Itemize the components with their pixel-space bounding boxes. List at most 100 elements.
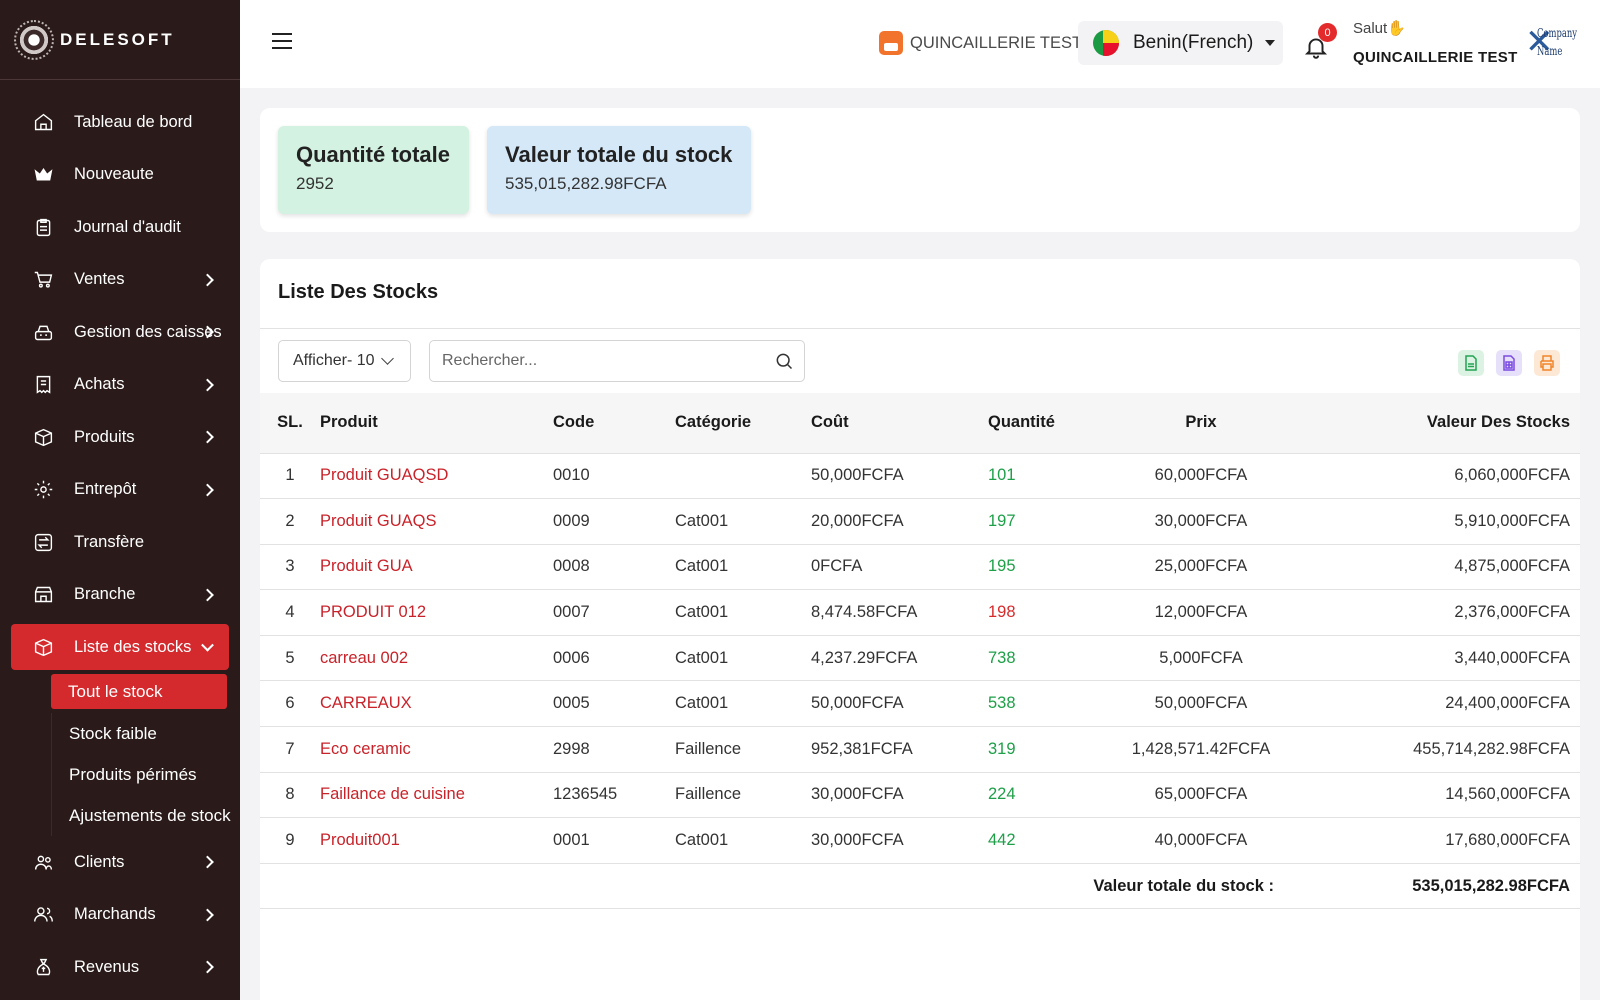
cell-product-link[interactable]: Faillance de cuisine: [320, 772, 553, 819]
chevron-down-icon: [201, 638, 214, 652]
cell-product-link[interactable]: carreau 002: [320, 635, 553, 682]
cash-register-icon: [32, 321, 54, 343]
sidebar-item-journal-d-audit[interactable]: Journal d'audit: [0, 201, 240, 254]
cell-product-link[interactable]: Eco ceramic: [320, 726, 553, 773]
username[interactable]: QUINCAILLERIE TEST: [1353, 49, 1518, 66]
cell-category: [675, 453, 811, 500]
cell-product-link[interactable]: PRODUIT 012: [320, 589, 553, 636]
chevron-right-icon: [201, 483, 214, 497]
cell-category: Faillence: [675, 772, 811, 819]
submenu-item[interactable]: Tout le stock: [51, 674, 227, 709]
sidebar-item-clients[interactable]: Clients: [0, 836, 240, 889]
cell-product-link[interactable]: Produit001: [320, 817, 553, 864]
sidebar-item-label: Gestion des caisses: [74, 322, 222, 341]
chevron-right-icon: [201, 378, 214, 392]
export-excel-button[interactable]: [1496, 350, 1522, 376]
home-icon: [32, 111, 54, 133]
table-total-row: Valeur totale du stock : 535,015,282.98F…: [260, 863, 1580, 910]
cell-cost: 50,000FCFA: [811, 680, 988, 728]
search-icon[interactable]: [774, 351, 794, 371]
sidebar-item-label: Liste des stocks: [74, 637, 192, 656]
sidebar-item-label: Produits: [74, 427, 135, 446]
cell-category: Cat001: [675, 817, 811, 864]
sidebar-item-label: Clients: [74, 852, 125, 871]
sidebar-item-gestion-des-caisses[interactable]: Gestion des caisses: [0, 306, 240, 359]
col-price[interactable]: Prix: [1108, 393, 1294, 454]
menu-toggle-icon[interactable]: [272, 33, 292, 49]
sidebar-item-liste-des-stocks[interactable]: Liste des stocks: [11, 624, 229, 670]
cell-price: 5,000FCFA: [1108, 635, 1294, 682]
table-row: 3 Produit GUA 0008 Cat001 0FCFA 195 25,000FCFA…: [260, 544, 1580, 591]
col-code[interactable]: Code: [553, 393, 675, 454]
col-cost[interactable]: Coût: [811, 393, 988, 454]
chevron-down-icon: [380, 352, 394, 365]
cell-quantity: 319: [988, 726, 1108, 773]
print-button[interactable]: [1534, 350, 1560, 376]
sidebar-item-label: Branche: [74, 585, 136, 604]
col-quantity[interactable]: Quantité: [988, 393, 1108, 454]
sidebar-item-nouveaute[interactable]: Nouveaute: [0, 149, 240, 202]
col-product[interactable]: Produit: [320, 393, 553, 454]
table-row: 7 Eco ceramic 2998 Faillence 952,381FCFA 319 1…: [260, 726, 1580, 773]
submenu-item[interactable]: Stock faible: [51, 713, 240, 754]
sidebar-item-revenus[interactable]: Revenus: [0, 941, 240, 994]
caret-down-icon: [1265, 40, 1276, 46]
cell-stock-value: 17,680,000FCFA: [1294, 817, 1580, 864]
submenu-item[interactable]: Produits périmés: [51, 754, 240, 795]
cell-quantity: 442: [988, 817, 1108, 864]
company-logo-line2: Name: [1537, 44, 1563, 58]
cell-code: 0009: [553, 498, 675, 545]
language-selector[interactable]: Benin(French): [1078, 21, 1283, 65]
sidebar-item-achats[interactable]: Achats: [0, 359, 240, 412]
col-sl[interactable]: SL.: [260, 393, 320, 454]
cell-code: 0006: [553, 635, 675, 682]
chevron-right-icon: [201, 273, 214, 287]
sidebar-item-produits[interactable]: Produits: [0, 411, 240, 464]
sidebar-item-ventes[interactable]: Ventes: [0, 254, 240, 307]
chevron-right-icon: [201, 960, 214, 974]
cell-cost: 952,381FCFA: [811, 726, 988, 773]
top-header: QUINCAILLERIE TEST Benin(French) 0 Salut…: [240, 0, 1600, 88]
sidebar-item-transfere[interactable]: Transfère: [0, 516, 240, 569]
cell-product-link[interactable]: CARREAUX: [320, 680, 553, 728]
page-size-select[interactable]: Afficher- 10: [278, 340, 411, 382]
stock-submenu: Tout le stock Stock faible Produits périmé…: [0, 674, 240, 836]
cell-code: 0007: [553, 589, 675, 636]
table-body: 1 Produit GUAQSD 0010 50,000FCFA 101 60,000FC…: [260, 453, 1580, 864]
cell-stock-value: 4,875,000FCFA: [1294, 544, 1580, 591]
cell-stock-value: 24,400,000FCFA: [1294, 680, 1580, 728]
divider: [260, 328, 1580, 329]
store-selector[interactable]: QUINCAILLERIE TEST: [879, 31, 1082, 55]
cell-stock-value: 3,440,000FCFA: [1294, 635, 1580, 682]
search-input[interactable]: [430, 341, 750, 381]
col-stock-value[interactable]: Valeur Des Stocks: [1294, 393, 1580, 454]
cell-category: Cat001: [675, 680, 811, 728]
submenu-item[interactable]: Ajustements de stock: [51, 795, 240, 836]
company-logo-line1: Company: [1537, 26, 1577, 40]
export-csv-button[interactable]: [1458, 350, 1484, 376]
cell-sl: 3: [260, 544, 320, 591]
chevron-right-icon: [201, 908, 214, 922]
stock-summary: Quantité totale 2952 Valeur totale du st…: [260, 108, 1580, 232]
cell-product-link[interactable]: Produit GUAQS: [320, 498, 553, 545]
sidebar-item-label: Entrepôt: [74, 480, 137, 499]
sidebar-item-entrepot[interactable]: Entrepôt: [0, 464, 240, 517]
excel-file-icon: [1503, 355, 1515, 371]
bell-icon[interactable]: [1303, 33, 1329, 61]
cell-quantity: 738: [988, 635, 1108, 682]
brand-name: DELESOFT: [60, 29, 175, 49]
col-category[interactable]: Catégorie: [675, 393, 811, 454]
cell-cost: 0FCFA: [811, 544, 988, 591]
sidebar-item-branche[interactable]: Branche: [0, 569, 240, 622]
cell-category: Cat001: [675, 589, 811, 636]
sidebar-item-tableau-de-bord[interactable]: Tableau de bord: [0, 96, 240, 149]
cell-product-link[interactable]: Produit GUA: [320, 544, 553, 591]
brand[interactable]: DELESOFT: [0, 0, 240, 80]
cell-product-link[interactable]: Produit GUAQSD: [320, 453, 553, 500]
cell-code: 2998: [553, 726, 675, 773]
greeting: Salut✋: [1353, 20, 1406, 37]
sidebar-item-marchands[interactable]: Marchands: [0, 889, 240, 942]
sidebar-item-label: Journal d'audit: [74, 217, 181, 236]
sidebar-item-label: Ventes: [74, 270, 125, 289]
table-header-row: SL. Produit Code Catégorie Coût Quantité…: [260, 393, 1580, 454]
